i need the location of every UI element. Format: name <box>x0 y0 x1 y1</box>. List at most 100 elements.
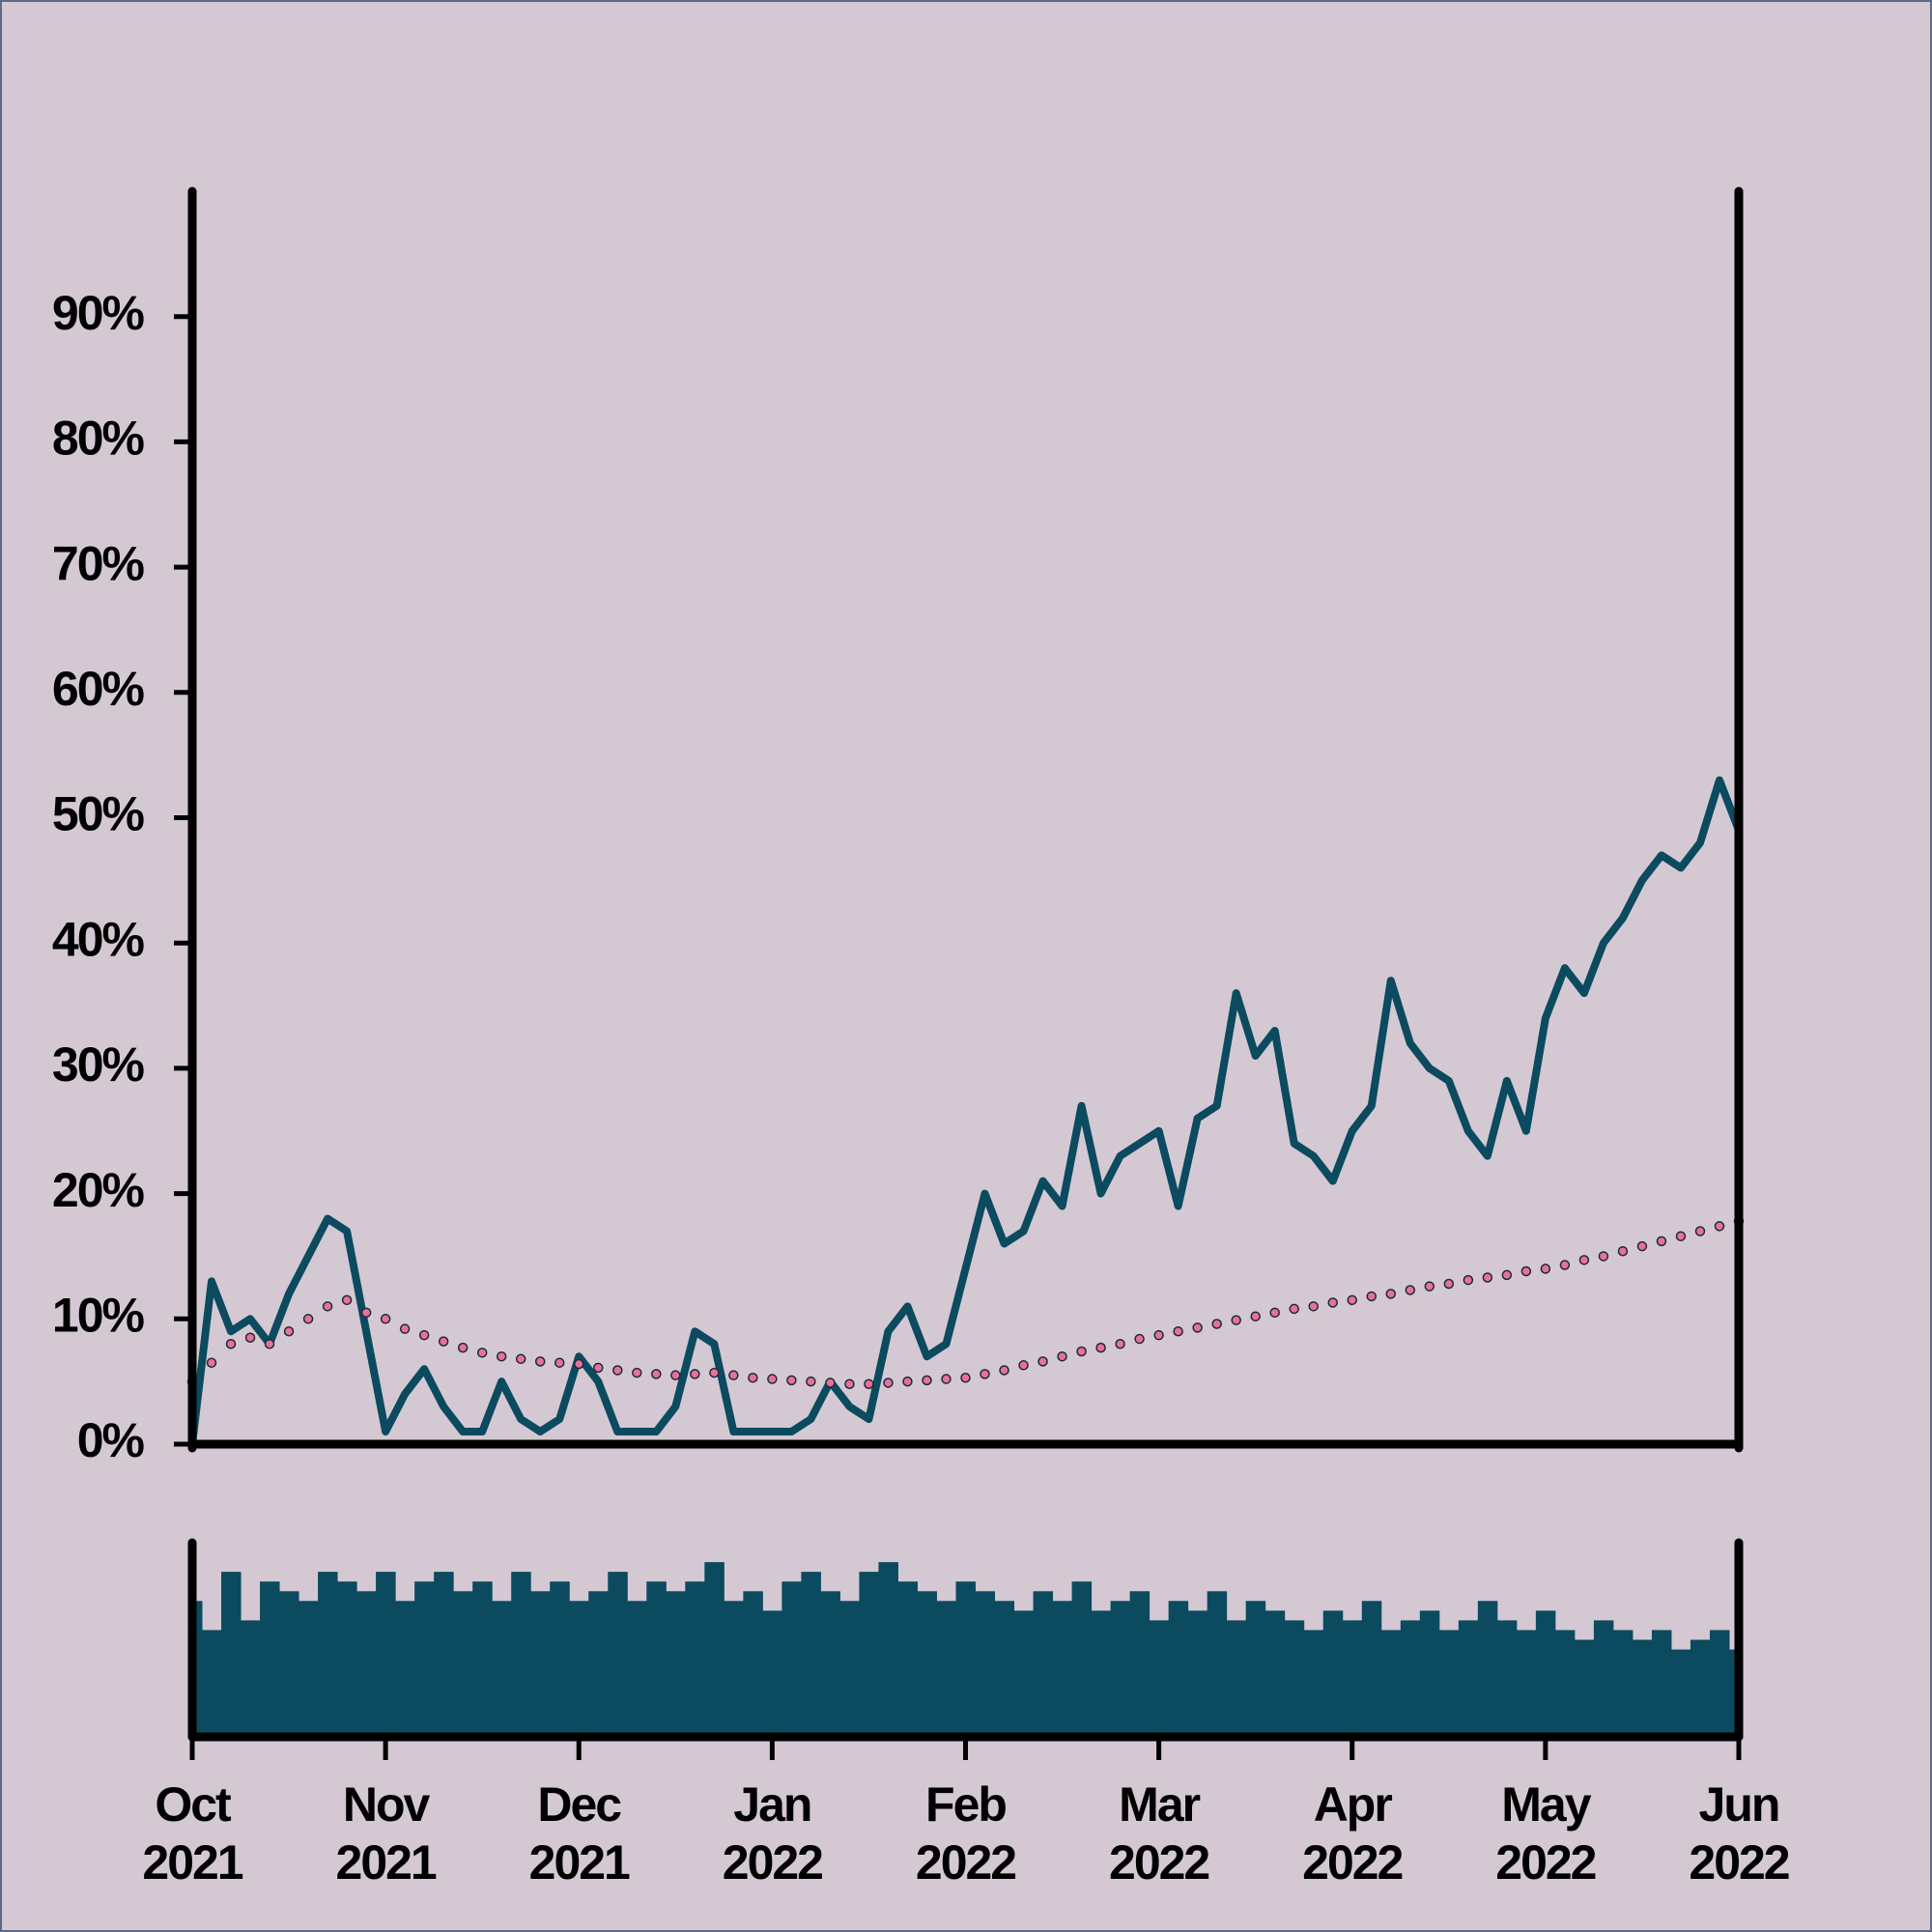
bar <box>1670 1649 1691 1737</box>
bar <box>1632 1639 1653 1737</box>
trend-dot <box>1385 1289 1397 1299</box>
bar <box>569 1601 589 1737</box>
y-tick-label: 20% <box>52 1163 145 1217</box>
trend-dot <box>1714 1221 1725 1232</box>
x-tick-label: Dec 2021 <box>528 1777 631 1889</box>
trend-dot <box>922 1375 932 1386</box>
trend-dot <box>1405 1285 1416 1295</box>
x-tick-label: Feb 2022 <box>915 1777 1017 1889</box>
bar <box>1438 1630 1460 1737</box>
trend-dot <box>883 1378 894 1388</box>
trend-dot <box>1636 1240 1648 1252</box>
bar <box>492 1601 512 1737</box>
trend-dot <box>225 1338 237 1350</box>
trend-dot <box>806 1376 816 1387</box>
bar <box>1709 1630 1730 1737</box>
trend-dot <box>844 1378 855 1389</box>
trend-dot <box>612 1365 623 1376</box>
trend-dot <box>476 1348 488 1358</box>
trend-dot <box>1327 1297 1338 1308</box>
bar <box>376 1572 396 1737</box>
x-tick-label: Jan 2022 <box>722 1777 824 1889</box>
trend-dot <box>1366 1291 1378 1302</box>
bar <box>1226 1620 1247 1737</box>
bar <box>704 1562 724 1737</box>
y-tick-label: 0% <box>77 1413 145 1467</box>
trend-dot <box>632 1367 642 1378</box>
bar <box>530 1591 551 1737</box>
bar <box>1554 1630 1576 1737</box>
bar <box>936 1601 956 1737</box>
bar <box>356 1591 377 1737</box>
trend-dot <box>1617 1246 1629 1257</box>
trend-dot <box>1656 1236 1667 1247</box>
trend-dot <box>1559 1260 1571 1270</box>
trend-dot <box>360 1307 372 1319</box>
bar <box>1033 1591 1054 1737</box>
trend-dot <box>438 1336 449 1347</box>
trend-dot <box>1095 1342 1106 1353</box>
bar <box>1129 1591 1151 1737</box>
trend-dot <box>1211 1319 1222 1329</box>
bar <box>1013 1610 1035 1737</box>
bar <box>975 1591 996 1737</box>
bar <box>897 1581 918 1737</box>
y-tick-label: 10% <box>52 1289 145 1343</box>
bar <box>801 1572 821 1737</box>
trend-dot <box>515 1353 526 1365</box>
trend-dot <box>1018 1360 1029 1371</box>
y-tick-label: 80% <box>52 412 145 466</box>
y-tick-label: 50% <box>52 787 145 841</box>
trend-dot <box>999 1365 1009 1376</box>
trend-dot <box>1289 1303 1299 1315</box>
trend-dot <box>457 1342 469 1353</box>
trend-dot <box>322 1301 333 1312</box>
bar <box>1361 1601 1382 1737</box>
trend-dot <box>1250 1311 1261 1321</box>
trend-dot <box>864 1378 874 1389</box>
trend-dot <box>1598 1251 1609 1262</box>
bar <box>1207 1591 1228 1737</box>
trend-dot <box>690 1369 700 1379</box>
x-tick-label: May 2022 <box>1495 1777 1597 1889</box>
y-tick-label: 90% <box>52 286 145 340</box>
trend-dot <box>825 1378 836 1388</box>
y-tick-label: 40% <box>52 912 145 966</box>
bar <box>743 1591 763 1737</box>
bar <box>627 1601 647 1737</box>
trend-dot <box>670 1370 681 1380</box>
bar <box>646 1581 667 1737</box>
bar <box>1419 1610 1440 1737</box>
bar <box>1728 1649 1739 1737</box>
bar <box>685 1581 705 1737</box>
bar <box>241 1620 261 1737</box>
bar <box>434 1572 454 1737</box>
trend-dot <box>728 1370 739 1380</box>
trend-dot <box>1424 1281 1435 1292</box>
bars <box>192 1562 1739 1737</box>
bar <box>192 1601 203 1737</box>
trend-dot <box>593 1362 604 1374</box>
bar <box>859 1572 879 1737</box>
bar <box>1303 1630 1324 1737</box>
trend-dot <box>399 1323 411 1334</box>
trend-dot <box>534 1356 546 1367</box>
bar <box>414 1581 435 1737</box>
trend-dot <box>767 1374 778 1384</box>
y-tick-label: 70% <box>52 536 145 590</box>
x-tick-label: Jun 2022 <box>1689 1777 1790 1889</box>
bar <box>1245 1601 1266 1737</box>
trend-dot <box>1308 1301 1319 1312</box>
trend-dot <box>1134 1333 1145 1345</box>
bar <box>1264 1610 1286 1737</box>
bar <box>1593 1620 1614 1737</box>
trend-dot <box>902 1376 913 1387</box>
bar <box>839 1601 860 1737</box>
bar <box>453 1591 473 1737</box>
bar <box>1477 1601 1498 1737</box>
trend-dot <box>1501 1269 1513 1281</box>
line <box>188 776 1743 1445</box>
bar <box>279 1591 299 1737</box>
bar <box>1149 1620 1170 1737</box>
